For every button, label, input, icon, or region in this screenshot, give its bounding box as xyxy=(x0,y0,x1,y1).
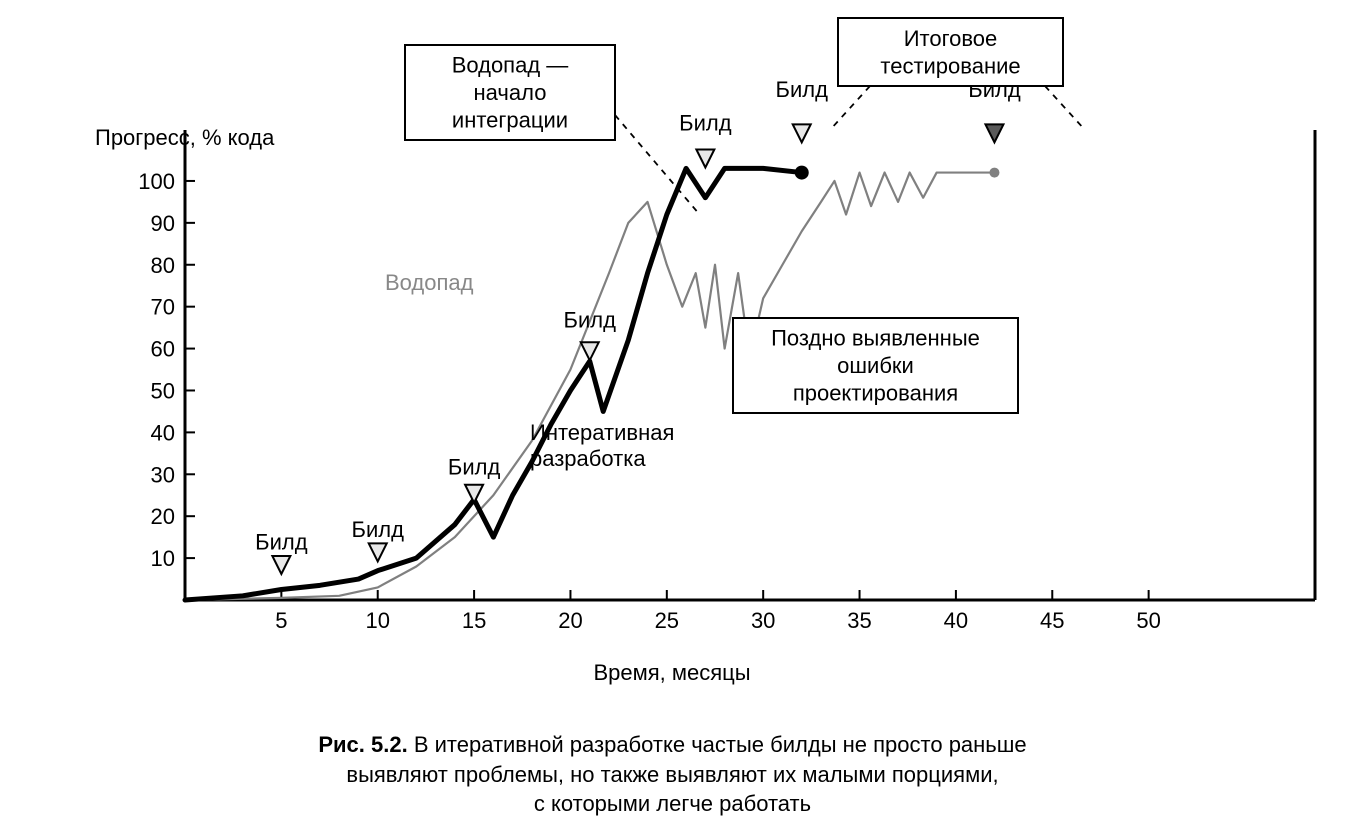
build-marker-icon xyxy=(696,150,714,168)
y-tick-label: 100 xyxy=(138,169,175,194)
build-marker-icon xyxy=(465,485,483,503)
waterfall-end-dot xyxy=(989,168,999,178)
x-tick-label: 30 xyxy=(751,608,775,633)
build-marker-icon xyxy=(581,342,599,360)
y-tick-label: 20 xyxy=(151,504,175,529)
progress-chart: 10 20 30 40 50 60 70 80 90 100 5 10 15 20 25 30 35 40 45 50… xyxy=(0,0,1345,833)
x-tick-label: 10 xyxy=(365,608,389,633)
waterfall-label: Водопад xyxy=(385,270,474,295)
callout-text: Итоговое xyxy=(904,26,998,51)
x-tick-label: 20 xyxy=(558,608,582,633)
caption-text: В итеративной разработке частые билды не… xyxy=(346,732,1026,816)
x-tick-label: 5 xyxy=(275,608,287,633)
build-marker-label: Билд xyxy=(776,77,829,102)
callout-text: Водопад — xyxy=(452,53,569,78)
build-marker-icon xyxy=(369,543,387,561)
y-tick-label: 50 xyxy=(151,378,175,403)
callout-text: проектирования xyxy=(793,381,958,406)
y-axis-title: Прогресс, % кода xyxy=(95,125,275,150)
x-tick-label: 15 xyxy=(462,608,486,633)
figure-caption: Рис. 5.2. В итеративной разработке часты… xyxy=(0,730,1345,819)
caption-prefix: Рис. 5.2. xyxy=(318,732,407,757)
x-tick-label: 40 xyxy=(944,608,968,633)
build-marker-label: Билд xyxy=(679,111,732,136)
y-tick-label: 80 xyxy=(151,253,175,278)
build-marker-label: Билд xyxy=(448,454,501,479)
y-tick-label: 90 xyxy=(151,211,175,236)
iterative-label: разработка xyxy=(530,446,646,471)
y-tick-label: 40 xyxy=(151,420,175,445)
callout-leader xyxy=(1045,86,1085,130)
x-tick-label: 35 xyxy=(847,608,871,633)
build-marker-label: Билд xyxy=(255,530,308,555)
callout-text: тестирование xyxy=(880,53,1020,78)
iterative-end-dot xyxy=(795,166,809,180)
build-marker-label: Билд xyxy=(564,308,617,333)
y-tick-label: 10 xyxy=(151,546,175,571)
build-marker-icon xyxy=(272,556,290,574)
build-marker-icon xyxy=(793,124,811,142)
x-tick-label: 45 xyxy=(1040,608,1064,633)
y-tick-label: 30 xyxy=(151,462,175,487)
callout-text: Поздно выявленные xyxy=(771,326,980,351)
y-tick-label: 60 xyxy=(151,337,175,362)
x-axis-title: Время, месяцы xyxy=(593,660,750,685)
callout-text: начало xyxy=(474,80,547,105)
build-marker-icon xyxy=(985,124,1003,142)
build-marker-label: Билд xyxy=(352,517,405,542)
iterative-label: Интеративная xyxy=(530,420,674,445)
x-tick-label: 25 xyxy=(655,608,679,633)
callout-text: ошибки xyxy=(837,353,914,378)
y-tick-label: 70 xyxy=(151,295,175,320)
x-tick-label: 50 xyxy=(1136,608,1160,633)
callout-leader xyxy=(830,86,870,130)
callout-text: интеграции xyxy=(452,108,568,133)
